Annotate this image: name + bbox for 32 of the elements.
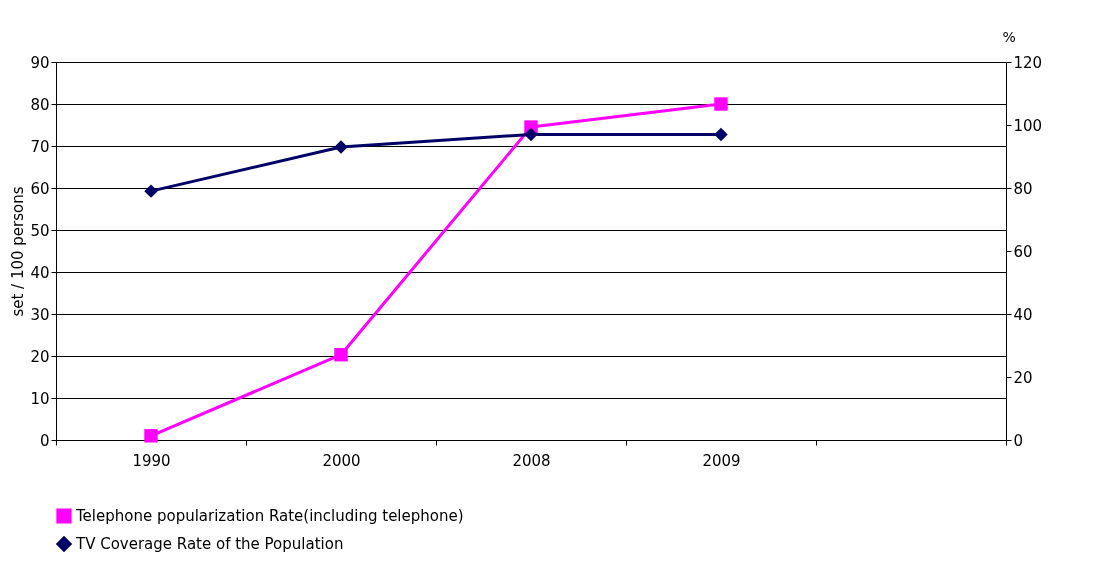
y-tick-label: 0 bbox=[39, 431, 50, 450]
point bbox=[334, 140, 348, 154]
y2-tick-label: 20 bbox=[1013, 368, 1033, 387]
y2-tick-label: 0 bbox=[1013, 431, 1024, 450]
y2-axis-title: % bbox=[1002, 28, 1016, 45]
point bbox=[334, 348, 348, 362]
y-tick-label: 30 bbox=[30, 305, 50, 324]
x-tick-label: 1990 bbox=[132, 451, 171, 470]
point bbox=[144, 184, 158, 198]
x-tick-label: 2008 bbox=[512, 451, 551, 470]
y-tick-label: 10 bbox=[30, 389, 50, 408]
point bbox=[714, 127, 728, 142]
y-tick-label: 90 bbox=[30, 53, 50, 72]
y-tick-label: 50 bbox=[30, 221, 50, 240]
legend-label: Telephone popularization Rate(including telephone) bbox=[75, 507, 464, 525]
y2-tick-label: 40 bbox=[1013, 305, 1033, 324]
point bbox=[144, 429, 158, 443]
y-tick-label: 40 bbox=[30, 263, 50, 282]
y-tick-label: 70 bbox=[30, 137, 50, 156]
legend-label: TV Coverage Rate of the Population bbox=[75, 535, 344, 553]
y-axis-title: set / 100 persons bbox=[9, 186, 28, 317]
y-tick-label: 60 bbox=[30, 179, 50, 198]
y2-tick-label: 80 bbox=[1013, 179, 1033, 198]
y2-tick-label: 120 bbox=[1013, 53, 1043, 72]
y2-tick-label: 60 bbox=[1013, 242, 1033, 261]
x-tick-label: 2000 bbox=[322, 451, 361, 470]
y-tick-label: 80 bbox=[30, 95, 50, 114]
y2-tick-label: 100 bbox=[1013, 116, 1043, 135]
point bbox=[714, 97, 728, 111]
y-tick-label: 20 bbox=[30, 347, 50, 366]
point bbox=[524, 127, 538, 142]
x-tick-label: 2009 bbox=[702, 451, 741, 470]
